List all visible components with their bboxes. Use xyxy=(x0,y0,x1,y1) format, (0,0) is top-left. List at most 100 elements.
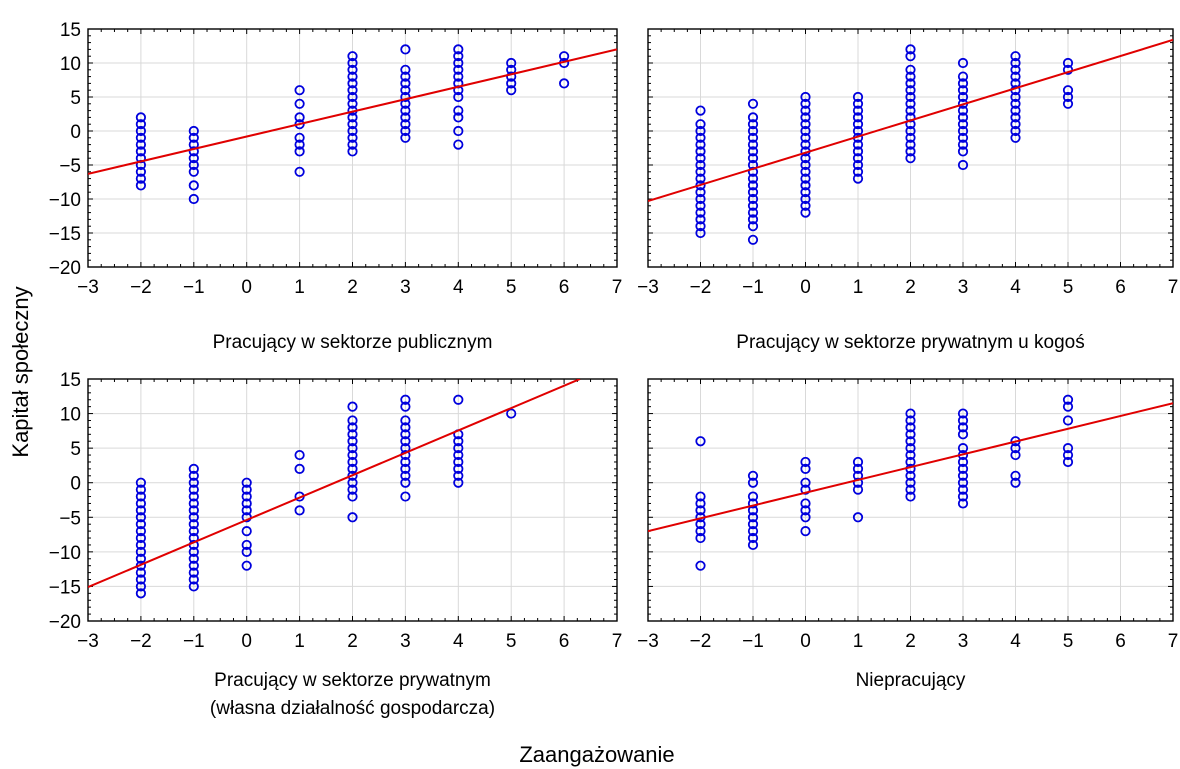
data-point xyxy=(1010,119,1021,130)
data-point xyxy=(1062,415,1074,426)
x-tick-label: 3 xyxy=(958,631,969,652)
data-point xyxy=(695,221,706,232)
x-tick-label: 7 xyxy=(612,277,623,298)
panel-1: −3 −2 −1 0 1 2 3 4 5 6 7−20−15−10−5051015Pracujący… xyxy=(49,20,623,353)
data-point xyxy=(852,98,864,109)
x-tick-label: 1 xyxy=(853,631,864,652)
data-point xyxy=(1062,443,1074,454)
data-point xyxy=(695,193,706,205)
x-tick-label: 2 xyxy=(905,631,916,652)
panel-title: Pracujący w sektorze publicznym xyxy=(213,332,493,353)
data-point xyxy=(347,477,358,488)
data-point xyxy=(188,180,199,191)
x-tick-label: −1 xyxy=(183,277,205,298)
x-tick-label: −1 xyxy=(183,631,205,652)
data-point xyxy=(852,91,864,103)
data-point xyxy=(347,512,358,523)
data-point xyxy=(400,125,411,137)
data-point xyxy=(695,526,706,537)
data-point xyxy=(852,477,864,488)
y-tick-label: 5 xyxy=(70,88,81,109)
x-tick-label: 0 xyxy=(800,631,811,652)
x-tick-label: 7 xyxy=(1168,631,1179,652)
data-point xyxy=(957,484,969,495)
data-point xyxy=(957,408,969,419)
x-tick-label: 0 xyxy=(241,277,252,298)
y-tick-label: −10 xyxy=(49,543,81,564)
data-point xyxy=(400,64,411,75)
data-point xyxy=(1062,91,1074,103)
data-point xyxy=(400,71,411,82)
x-tick-label: −3 xyxy=(637,631,659,652)
data-point xyxy=(905,408,916,419)
data-point xyxy=(135,532,146,544)
data-point xyxy=(1010,105,1021,116)
data-points xyxy=(695,44,1074,245)
data-point xyxy=(347,85,358,96)
data-point xyxy=(852,173,864,184)
data-point xyxy=(957,443,969,454)
data-point xyxy=(188,484,199,495)
data-point xyxy=(453,456,464,468)
data-point xyxy=(135,519,146,530)
data-point xyxy=(400,415,411,426)
data-point xyxy=(241,505,252,516)
data-point xyxy=(852,119,864,130)
data-point xyxy=(347,119,358,130)
data-point xyxy=(747,125,759,137)
data-point xyxy=(800,484,811,495)
data-point xyxy=(453,436,464,447)
data-point xyxy=(188,477,199,488)
data-point xyxy=(800,98,811,109)
data-point xyxy=(905,429,916,440)
data-point xyxy=(453,91,464,103)
data-point xyxy=(695,207,706,218)
data-point xyxy=(957,139,969,150)
data-point xyxy=(747,173,759,184)
data-point xyxy=(135,112,146,123)
data-point xyxy=(747,512,759,523)
data-point xyxy=(241,491,252,502)
data-point xyxy=(747,112,759,123)
data-point xyxy=(188,581,199,592)
data-point xyxy=(453,443,464,454)
data-point xyxy=(347,98,358,109)
data-point xyxy=(905,64,916,75)
data-point xyxy=(957,146,969,157)
data-point xyxy=(905,78,916,89)
data-point xyxy=(135,180,146,191)
data-point xyxy=(400,85,411,96)
plot-frame xyxy=(647,378,1174,622)
data-point xyxy=(400,470,411,481)
data-point xyxy=(294,146,305,157)
panel-title: Niepracujący xyxy=(856,670,966,691)
data-point xyxy=(135,146,146,157)
data-point xyxy=(135,491,146,502)
data-point xyxy=(135,498,146,509)
panel-2: −3 −2 −1 0 1 2 3 4 5 6 7 Pracujący w sektorze prywa… xyxy=(637,28,1178,353)
data-point xyxy=(188,132,199,143)
data-point xyxy=(135,166,146,177)
data-point xyxy=(695,532,706,544)
x-tick-label: −1 xyxy=(742,631,764,652)
regression-line xyxy=(88,48,617,175)
data-point xyxy=(957,119,969,130)
data-point xyxy=(347,139,358,150)
data-point xyxy=(400,44,411,55)
data-point xyxy=(347,57,358,69)
data-point xyxy=(747,98,759,109)
data-point xyxy=(695,498,706,509)
data-point xyxy=(1062,456,1074,468)
data-point xyxy=(347,91,358,103)
data-point xyxy=(347,415,358,426)
data-point xyxy=(188,505,199,516)
data-point xyxy=(905,51,916,62)
data-point xyxy=(695,214,706,225)
data-point xyxy=(347,146,358,157)
data-point xyxy=(957,91,969,103)
data-point xyxy=(747,207,759,218)
data-point xyxy=(747,519,759,530)
data-points xyxy=(135,394,517,599)
data-point xyxy=(747,539,759,551)
data-point xyxy=(905,477,916,488)
